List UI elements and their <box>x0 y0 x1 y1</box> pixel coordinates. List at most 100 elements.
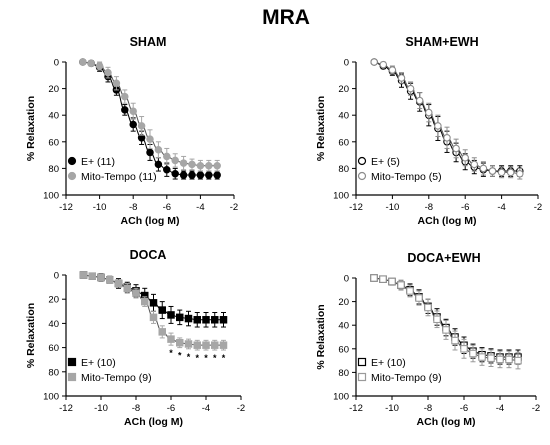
data-point <box>193 316 202 324</box>
y-tick-label: 40 <box>338 111 349 122</box>
y-tick-label: 100 <box>333 392 349 403</box>
data-point <box>202 341 210 349</box>
data-point <box>388 277 396 286</box>
legend-marker <box>67 372 77 382</box>
fit-curve <box>374 61 520 172</box>
legend-marker <box>357 357 367 367</box>
data-point <box>205 161 213 170</box>
y-tick-label: 100 <box>43 392 59 403</box>
y-tick-label: 80 <box>338 368 349 379</box>
legend-marker <box>67 357 77 367</box>
data-point <box>158 328 167 336</box>
data-point <box>179 159 188 167</box>
y-tick-label: 20 <box>48 84 59 95</box>
y-tick-label: 60 <box>48 343 59 354</box>
data-point <box>129 120 137 129</box>
data-point <box>497 168 506 177</box>
data-point <box>132 289 140 297</box>
y-tick-label: 0 <box>54 58 59 69</box>
data-point <box>442 326 450 334</box>
data-point <box>149 313 158 322</box>
data-point <box>415 96 424 105</box>
data-point <box>141 297 149 306</box>
legend-label: Mito-Tempo (11) <box>81 171 157 183</box>
y-tick-label: 60 <box>338 137 349 148</box>
y-tick-label: 20 <box>48 295 59 306</box>
series-2 <box>79 58 221 172</box>
legend-label: Mito-Tempo (9) <box>81 372 152 384</box>
data-point <box>184 340 193 348</box>
x-tick-label: -6 <box>167 403 175 414</box>
x-tick-label: -6 <box>461 202 469 213</box>
data-point <box>514 356 522 365</box>
data-point <box>415 294 423 302</box>
y-tick-label: 100 <box>333 191 349 202</box>
chart-panel-2: SHAM+EWH 0 20 40 60 80 100-12 -10 -8 -6 -4 -2 ACh (l… <box>315 35 542 227</box>
data-point <box>434 122 442 130</box>
legend-label: E+ (10) <box>81 357 116 369</box>
data-point <box>88 272 97 280</box>
data-point <box>184 314 193 323</box>
data-point <box>213 171 221 179</box>
legend-marker <box>357 372 367 382</box>
legend-marker <box>67 156 77 166</box>
data-point <box>397 281 405 289</box>
data-point <box>496 355 504 364</box>
x-tick-label: -12 <box>349 403 363 414</box>
x-tick-label: -10 <box>94 403 108 414</box>
data-point <box>451 336 459 345</box>
data-point <box>154 146 163 154</box>
significance-mark: * <box>169 348 173 358</box>
y-tick-label: 60 <box>338 344 349 355</box>
data-point <box>176 339 184 347</box>
data-point <box>167 335 175 343</box>
y-tick-label: 40 <box>338 321 349 332</box>
x-tick-label: -4 <box>196 202 204 213</box>
panel-title: DOCA <box>130 248 167 262</box>
data-point <box>202 316 210 324</box>
data-point <box>163 152 171 161</box>
x-tick-label: -8 <box>129 202 137 213</box>
data-point <box>79 271 88 279</box>
x-axis-label: ACh (log M) <box>121 215 180 227</box>
data-point <box>478 353 486 361</box>
x-tick-label: -2 <box>230 202 238 213</box>
data-point <box>379 275 387 283</box>
data-point <box>129 107 137 115</box>
x-tick-label: -8 <box>425 202 433 213</box>
legend-marker <box>357 171 367 181</box>
legend-label: E+ (5) <box>371 156 400 168</box>
x-tick-label: -10 <box>386 202 400 213</box>
data-point <box>370 274 378 282</box>
x-tick-label: -10 <box>385 403 399 414</box>
x-tick-label: -12 <box>59 403 73 414</box>
data-point <box>179 171 188 179</box>
legend-label: E+ (11) <box>81 156 115 168</box>
data-point <box>443 134 451 142</box>
data-point <box>479 164 488 173</box>
data-point <box>505 355 513 364</box>
significance-mark: * <box>178 351 182 361</box>
significance-mark: * <box>222 353 226 363</box>
data-point <box>211 316 219 324</box>
data-point <box>370 58 378 66</box>
x-tick-label: -12 <box>59 202 73 213</box>
data-point <box>433 315 441 324</box>
y-tick-label: 80 <box>48 367 59 378</box>
data-point <box>406 84 415 93</box>
data-point <box>97 273 105 282</box>
series-2 <box>370 58 524 180</box>
y-tick-label: 0 <box>54 271 59 282</box>
series-2 <box>79 271 228 351</box>
significance-mark: * <box>204 353 208 363</box>
x-tick-label: -8 <box>424 403 432 414</box>
data-point <box>379 60 388 69</box>
x-tick-label: -2 <box>237 403 245 414</box>
chart-panel-4: DOCA+EWH 0 20 40 60 80 100-12 -10 -8 -6 -4 -2 ACh (l… <box>315 251 540 428</box>
significance-mark: * <box>213 353 217 363</box>
legend-label: Mito-Tempo (5) <box>371 171 442 183</box>
data-point <box>114 279 123 288</box>
data-point <box>469 349 477 358</box>
